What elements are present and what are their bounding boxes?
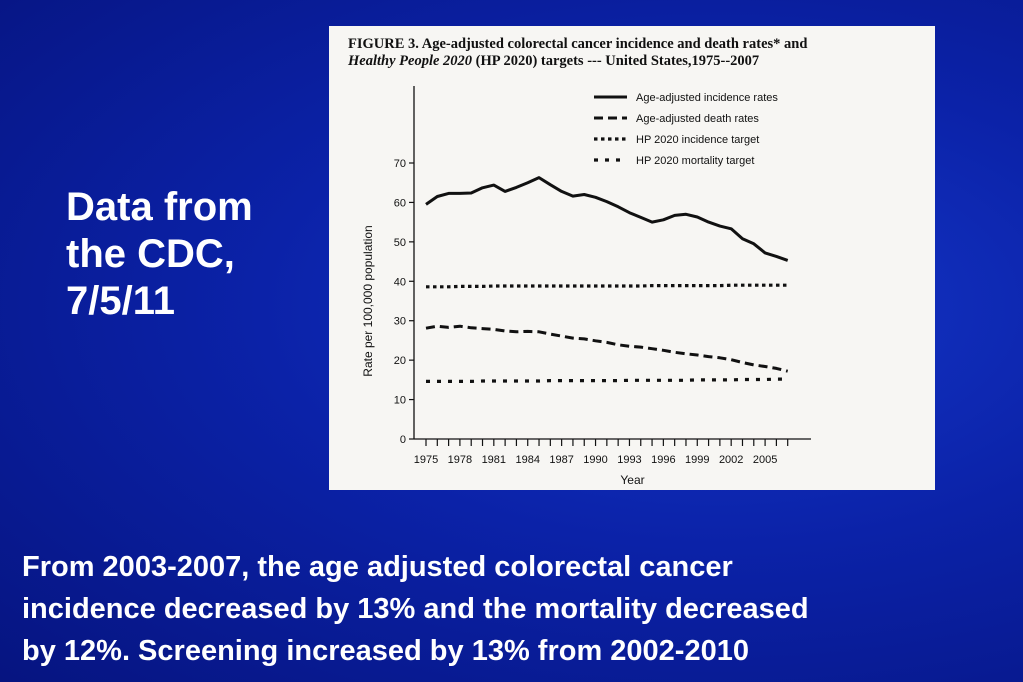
y-tick-label: 0	[400, 434, 406, 446]
x-tick-label: 2002	[719, 454, 743, 466]
x-tick-label: 1981	[482, 454, 506, 466]
legend-label: HP 2020 incidence target	[636, 134, 759, 146]
legend-label: Age-adjusted death rates	[636, 113, 759, 125]
legend-label: HP 2020 mortality target	[636, 155, 754, 167]
series-line-solid	[425, 176, 789, 262]
y-tick-label: 30	[394, 316, 406, 328]
x-tick-label: 1984	[515, 454, 539, 466]
chart-series	[425, 176, 789, 383]
side-note-line: 7/5/11	[66, 279, 176, 323]
x-tick-label: 2005	[753, 454, 777, 466]
chart-title-line-1: FIGURE 3. Age-adjusted colorectal cancer…	[348, 36, 807, 52]
y-axis-label: Rate per 100,000 population	[361, 225, 375, 376]
series-line-dotted	[426, 283, 788, 289]
x-tick-label: 1993	[617, 454, 641, 466]
side-note: Data from the CDC, 7/5/11	[66, 184, 306, 325]
line-chart: FIGURE 3. Age-adjusted colorectal cancer…	[347, 36, 811, 487]
y-tick-label: 20	[394, 355, 406, 367]
legend-label: Age-adjusted incidence rates	[636, 92, 778, 104]
caption-line: From 2003-2007, the age adjusted colorec…	[22, 551, 733, 583]
series-line-sparse-dashed	[426, 377, 788, 383]
x-axis-label: Year	[620, 473, 644, 487]
x-tick-label: 1987	[549, 454, 573, 466]
side-note-line: Data from	[66, 185, 253, 229]
series-line-dashed	[425, 324, 789, 373]
y-tick-label: 70	[394, 158, 406, 170]
x-tick-label: 1999	[685, 454, 709, 466]
chart-axes: 0 10 20 30 40 50 60 70 1975 1978 1981 1984 1987 1990 1…	[361, 86, 811, 487]
y-tick-label: 10	[394, 395, 406, 407]
chart-figure: FIGURE 3. Age-adjusted colorectal cancer…	[329, 26, 935, 490]
x-tick-label: 1990	[583, 454, 607, 466]
side-note-line: the CDC,	[66, 232, 235, 276]
y-tick-label: 60	[394, 197, 406, 209]
x-tick-label: 1996	[651, 454, 675, 466]
x-tick-label: 1975	[414, 454, 438, 466]
caption-line: incidence decreased by 13% and the morta…	[22, 593, 809, 625]
chart-legend: Age-adjusted incidence rates Age-adjusted…	[594, 92, 778, 167]
caption-line: by 12%. Screening increased by 13% from …	[22, 635, 749, 667]
slide-caption: From 2003-2007, the age adjusted colorec…	[22, 546, 1007, 672]
y-tick-label: 50	[394, 237, 406, 249]
y-tick-label: 40	[394, 276, 406, 288]
chart-title-line-2: Healthy People 2020 (HP 2020) targets --…	[347, 53, 759, 69]
chart-title-italic: Healthy People 2020	[347, 53, 472, 69]
chart-title-rest: (HP 2020) targets --- United States,1975…	[472, 53, 759, 69]
x-tick-label: 1978	[448, 454, 472, 466]
